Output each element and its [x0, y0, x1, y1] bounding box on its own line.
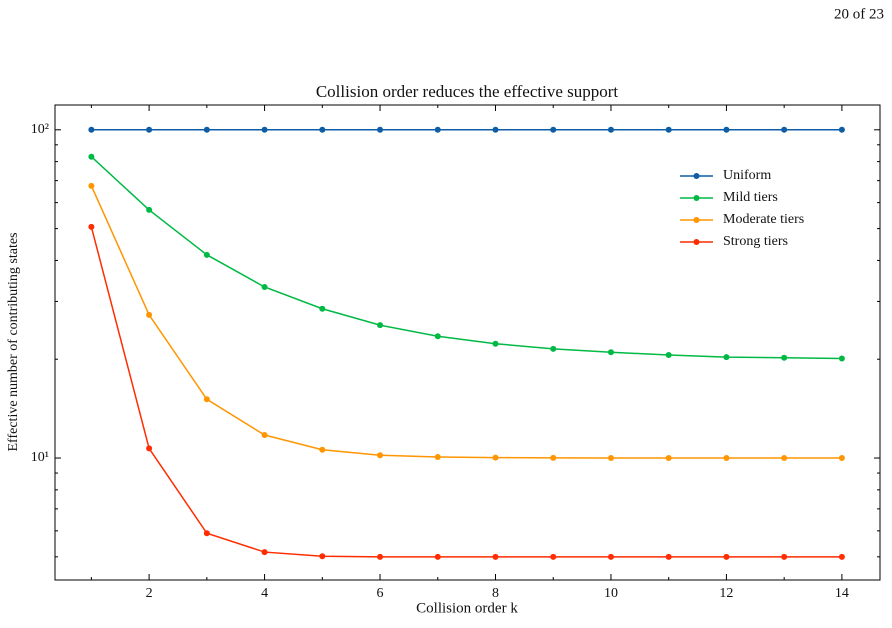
data-point	[838, 355, 845, 362]
data-point	[723, 553, 730, 560]
legend-label: Mild tiers	[723, 190, 778, 205]
data-point	[492, 126, 499, 133]
data-point	[550, 345, 557, 352]
legend-marker	[693, 217, 700, 223]
data-point	[492, 340, 499, 347]
data-point	[550, 553, 557, 560]
plot-frame	[54, 104, 881, 581]
data-point	[607, 349, 614, 356]
data-point	[665, 352, 672, 359]
data-point	[88, 126, 95, 133]
data-point	[723, 455, 730, 462]
x-tick-label: 10	[604, 586, 618, 601]
data-point	[261, 549, 268, 556]
data-point	[434, 333, 441, 340]
data-point	[319, 305, 326, 312]
data-point	[434, 553, 441, 560]
data-point	[665, 126, 672, 133]
data-point	[146, 445, 153, 452]
data-point	[434, 454, 441, 461]
data-point	[781, 455, 788, 462]
data-point	[723, 126, 730, 133]
x-tick-label: 14	[835, 586, 849, 601]
legend-marker	[693, 195, 700, 201]
data-point	[665, 553, 672, 560]
data-point	[146, 126, 153, 133]
series-line	[90, 226, 842, 558]
x-tick-label: 2	[146, 586, 153, 601]
data-point	[492, 454, 499, 461]
data-point	[377, 322, 384, 329]
series-line	[90, 156, 842, 360]
x-tick-label: 6	[377, 586, 384, 601]
data-point	[203, 396, 210, 403]
data-point	[88, 182, 95, 189]
legend-label: Strong tiers	[723, 234, 788, 249]
data-point	[838, 553, 845, 560]
data-point	[434, 126, 441, 133]
data-point	[607, 126, 614, 133]
legend-marker	[693, 239, 700, 245]
page-number: 20 of 23	[834, 6, 884, 22]
y-tick-label: 10²	[31, 122, 49, 137]
data-point	[88, 153, 95, 160]
data-point	[607, 553, 614, 560]
data-point	[838, 455, 845, 462]
data-point	[203, 530, 210, 537]
data-point	[261, 432, 268, 439]
data-point	[781, 126, 788, 133]
x-axis-label: Collision order k	[416, 600, 518, 616]
legend-label: Moderate tiers	[723, 212, 804, 227]
x-tick-label: 4	[261, 586, 268, 601]
data-point	[203, 251, 210, 258]
data-point	[146, 206, 153, 213]
series-line	[90, 185, 842, 459]
legend-label: Uniform	[723, 168, 771, 183]
data-point	[261, 283, 268, 290]
data-point	[723, 354, 730, 361]
data-point	[146, 311, 153, 318]
data-point	[377, 126, 384, 133]
data-point	[319, 126, 326, 133]
data-point	[665, 455, 672, 462]
data-point	[607, 455, 614, 462]
chart-title: Collision order reduces the effective su…	[316, 82, 619, 101]
data-point	[838, 126, 845, 133]
x-tick-label: 12	[719, 586, 733, 601]
data-point	[203, 126, 210, 133]
data-point	[781, 553, 788, 560]
data-point	[319, 446, 326, 453]
data-point	[377, 452, 384, 459]
data-point	[88, 223, 95, 230]
data-point	[492, 553, 499, 560]
data-point	[261, 126, 268, 133]
y-tick-label: 10¹	[31, 450, 49, 465]
data-point	[781, 354, 788, 361]
y-axis-label: Effective number of contributing states	[6, 232, 21, 451]
data-point	[377, 553, 384, 560]
legend-marker	[693, 173, 700, 179]
data-point	[550, 454, 557, 461]
data-point	[550, 126, 557, 133]
data-point	[319, 553, 326, 560]
x-tick-label: 8	[492, 586, 499, 601]
